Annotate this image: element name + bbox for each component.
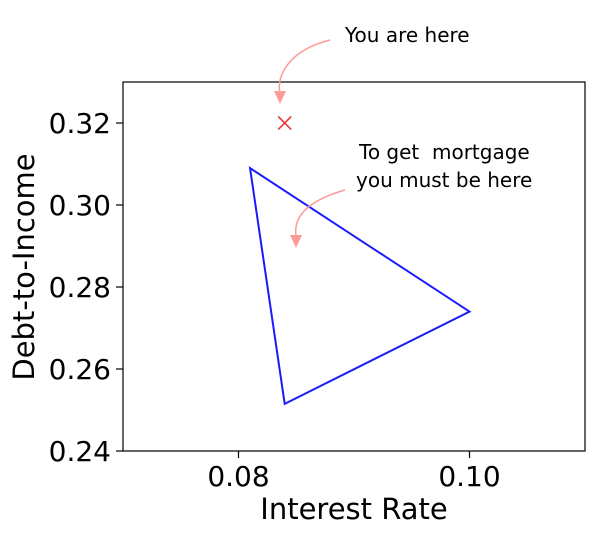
current-point-stroke xyxy=(277,115,292,131)
annotation-mortgage-line-1: To get mortgage xyxy=(358,140,530,164)
annotation-arrow-you-are-here xyxy=(274,39,331,104)
mortgage-region-triangle xyxy=(248,166,472,406)
current-position-marker xyxy=(277,115,292,131)
annotation-mortgage-line-2: you must be here xyxy=(356,168,532,192)
y-tick-label: 0.32 xyxy=(49,107,111,140)
y-axis-ticks: 0.24 0.26 0.28 0.30 0.32 xyxy=(49,107,123,468)
plot-area xyxy=(122,81,586,452)
x-axis-ticks: 0.08 0.10 xyxy=(207,451,501,493)
x-tick-label: 0.10 xyxy=(438,460,500,493)
y-tick-label: 0.30 xyxy=(49,189,111,222)
y-axis-label: Debt-to-Income xyxy=(7,153,41,380)
x-axis-label: Interest Rate xyxy=(260,492,447,526)
y-tick-label: 0.26 xyxy=(49,353,111,386)
y-tick-label: 0.28 xyxy=(49,271,111,304)
y-tick-label: 0.24 xyxy=(49,435,111,468)
x-tick-label: 0.08 xyxy=(207,460,269,493)
annotation-you-are-here: You are here xyxy=(344,23,470,47)
annotation-arrow-mortgage xyxy=(290,189,346,248)
